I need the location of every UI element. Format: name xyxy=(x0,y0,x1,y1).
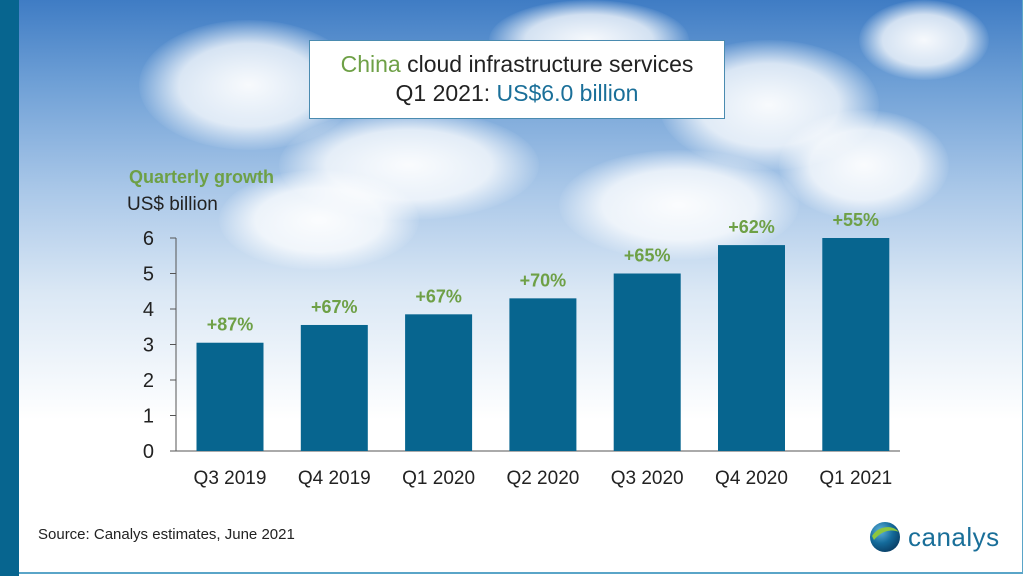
y-tick-label: 0 xyxy=(143,441,154,463)
bar xyxy=(196,342,264,451)
bar xyxy=(300,324,368,451)
title-period: Q1 2021: xyxy=(395,80,497,106)
y-tick-label: 2 xyxy=(143,370,154,392)
bar xyxy=(718,245,785,451)
y-tick-label: 5 xyxy=(143,264,154,286)
canalys-logo: canalys xyxy=(868,520,1000,554)
x-tick-label: Q3 2019 xyxy=(194,468,267,489)
cloud xyxy=(779,110,949,220)
bar xyxy=(822,238,890,451)
x-tick-label: Q1 2020 xyxy=(402,468,475,489)
bar xyxy=(405,314,473,451)
data-label: +87% xyxy=(207,315,254,335)
bar xyxy=(509,298,577,451)
logo-text: canalys xyxy=(908,521,1000,552)
y-tick-label: 3 xyxy=(143,335,154,357)
left-accent-stripe xyxy=(0,0,19,576)
bars xyxy=(196,238,890,451)
title-line-1: China cloud infrastructure services xyxy=(310,50,724,79)
y-tick-label: 4 xyxy=(143,299,154,321)
cloud xyxy=(859,0,989,80)
x-tick-label: Q2 2020 xyxy=(506,468,579,489)
cloud xyxy=(559,150,799,260)
data-label: +67% xyxy=(311,297,358,317)
growth-legend-label: Quarterly growth xyxy=(129,167,275,187)
source-note: Source: Canalys estimates, June 2021 xyxy=(38,526,295,543)
data-label: +65% xyxy=(624,246,671,266)
data-label: +55% xyxy=(833,210,880,230)
x-tick-label: Q3 2020 xyxy=(611,468,684,489)
x-tick-label: Q4 2020 xyxy=(715,468,788,489)
title-line-2: Q1 2021: US$6.0 billion xyxy=(310,79,724,108)
globe-icon xyxy=(870,522,900,552)
x-axis-labels: Q3 2019 Q4 2019 Q1 2020 Q2 2020 Q3 2020 Q4 20… xyxy=(194,468,893,489)
data-label: +70% xyxy=(520,270,567,290)
y-tick-label: 1 xyxy=(143,406,154,428)
data-label: +62% xyxy=(728,217,775,237)
x-tick-label: Q1 2021 xyxy=(819,468,892,489)
title-box: China cloud infrastructure services Q1 2… xyxy=(309,40,725,119)
data-labels: +87% +67% +67% +70% +65% +62% +55% xyxy=(207,210,879,335)
bar xyxy=(613,273,681,451)
cloud xyxy=(219,170,419,270)
title-subject: cloud infrastructure services xyxy=(400,51,694,77)
y-tick-label: 6 xyxy=(143,228,154,250)
title-value: US$6.0 billion xyxy=(496,80,639,106)
title-country: China xyxy=(340,51,401,77)
x-tick-label: Q4 2019 xyxy=(298,468,371,489)
y-axis-unit-label: US$ billion xyxy=(127,194,218,215)
data-label: +67% xyxy=(415,286,462,306)
slide-frame xyxy=(19,0,1023,574)
